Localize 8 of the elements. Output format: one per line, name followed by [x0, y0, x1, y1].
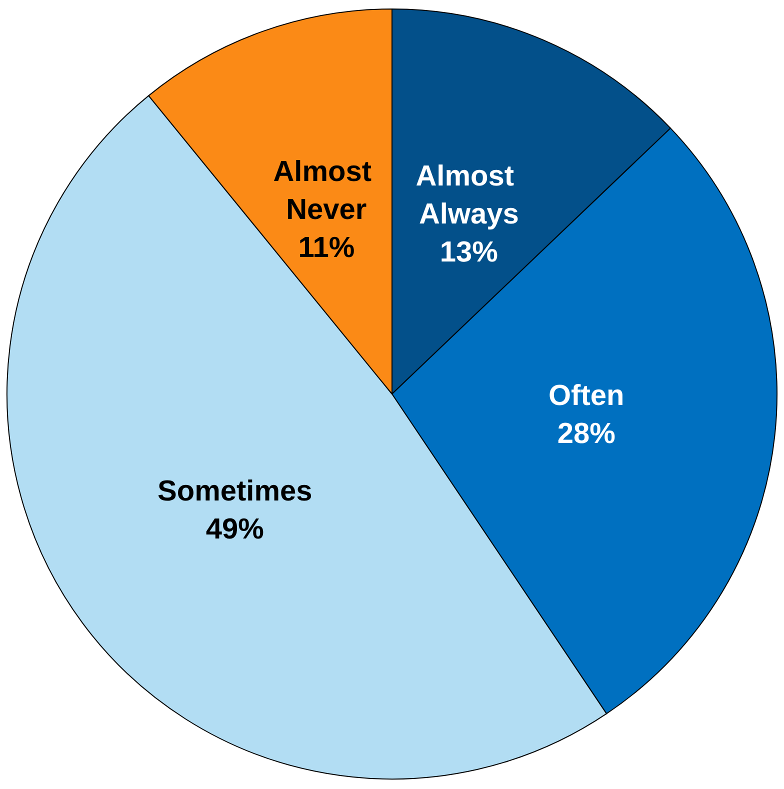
data-label: 49%: [206, 513, 264, 546]
data-label: 28%: [557, 418, 616, 450]
data-label: 11%: [298, 232, 355, 264]
data-label: 13%: [440, 236, 498, 268]
slice-label: Almost Never: [273, 156, 380, 226]
slice-label: Sometimes: [158, 475, 312, 508]
slice-label: Often: [548, 380, 624, 412]
slice-label: Almost Always: [416, 160, 522, 230]
